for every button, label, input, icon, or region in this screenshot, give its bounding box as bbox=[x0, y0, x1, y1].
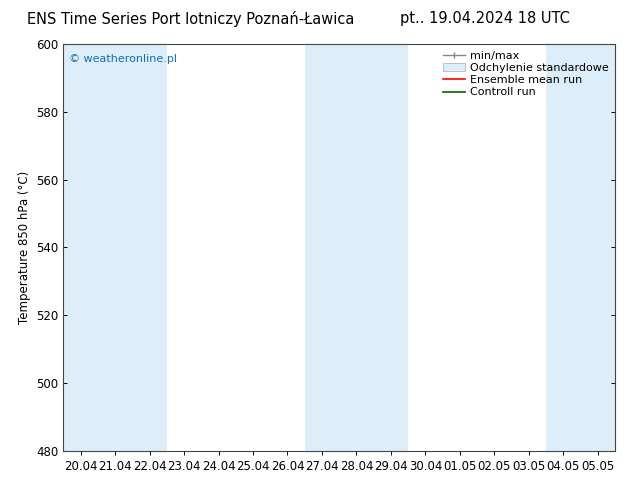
Legend: min/max, Odchylenie standardowe, Ensemble mean run, Controll run: min/max, Odchylenie standardowe, Ensembl… bbox=[439, 48, 612, 101]
Y-axis label: Temperature 850 hPa (°C): Temperature 850 hPa (°C) bbox=[18, 171, 30, 324]
Bar bbox=[133, 44, 167, 451]
Bar bbox=[63, 44, 98, 451]
Bar bbox=[98, 44, 133, 451]
Text: ENS Time Series Port lotniczy Poznań-Ławica: ENS Time Series Port lotniczy Poznań-Ław… bbox=[27, 11, 354, 27]
Bar bbox=[581, 44, 615, 451]
Text: pt.. 19.04.2024 18 UTC: pt.. 19.04.2024 18 UTC bbox=[400, 11, 570, 26]
Bar bbox=[373, 44, 408, 451]
Text: © weatheronline.pl: © weatheronline.pl bbox=[69, 54, 177, 64]
Bar bbox=[339, 44, 373, 451]
Bar bbox=[305, 44, 339, 451]
Bar bbox=[546, 44, 581, 451]
